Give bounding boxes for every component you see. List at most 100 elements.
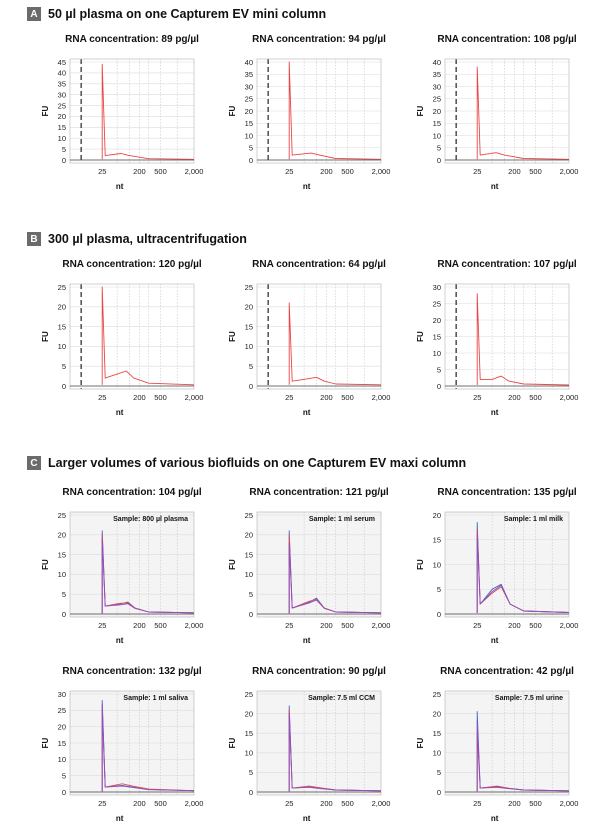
y-tick-label: 20: [433, 107, 441, 116]
y-tick-label: 5: [62, 590, 66, 599]
x-tick-label: 200: [320, 393, 333, 402]
y-axis-label: FU: [228, 331, 237, 342]
panel-title: RNA concentration: 108 pg/µl: [437, 34, 577, 45]
chart-panel-12: 0 5 10 15 20 25 25 200 500 2,000 nt FU RNA concentra…: [416, 666, 578, 823]
x-tick-label: 25: [98, 621, 106, 630]
sample-label: Sample: 1 ml serum: [309, 516, 375, 523]
panel-title: RNA concentration: 120 pg/µl: [62, 259, 202, 270]
x-tick-label: 200: [508, 167, 521, 176]
panel-title: RNA concentration: 107 pg/µl: [437, 259, 577, 270]
chart-panel-5: 0 5 10 15 20 25 25 200 500 2,000 nt FU RNA concentra…: [228, 259, 390, 417]
y-tick-label: 25: [245, 283, 253, 292]
panel-title: RNA concentration: 90 pg/µl: [252, 666, 386, 677]
y-tick-label: 20: [433, 709, 441, 718]
plot-background: [70, 512, 194, 617]
y-tick-label: 0: [249, 788, 253, 797]
section-a-header: A 50 µl plasma on one Capturem EV mini c…: [27, 6, 326, 22]
y-tick-label: 25: [433, 690, 441, 699]
plot-frame: [69, 283, 195, 390]
x-tick-label: 200: [133, 621, 146, 630]
y-tick-label: 25: [58, 511, 66, 520]
plot-frame: [69, 511, 195, 618]
data-series-3: [101, 703, 195, 792]
y-tick-label: 40: [58, 69, 66, 78]
sample-label: Sample: 7.5 ml urine: [495, 695, 563, 702]
x-axis-label: nt: [303, 814, 311, 823]
data-series-1: [101, 286, 195, 386]
y-tick-label: 10: [433, 349, 441, 358]
plot-background: [257, 512, 381, 617]
y-tick-label: 10: [245, 342, 253, 351]
sample-label: Sample: 1 ml saliva: [123, 695, 188, 702]
y-tick-label: 0: [249, 610, 253, 619]
y-tick-label: 0: [249, 156, 253, 165]
x-tick-label: 500: [154, 393, 167, 402]
y-tick-label: 20: [245, 709, 253, 718]
y-axis-label: FU: [228, 559, 237, 570]
x-axis-label: nt: [491, 636, 499, 645]
y-tick-label: 0: [437, 788, 441, 797]
x-tick-label: 2,000: [185, 393, 204, 402]
y-axis-label: FU: [228, 105, 237, 116]
chart-panel-11: 0 5 10 15 20 25 25 200 500 2,000 nt FU RNA concentra…: [228, 666, 390, 823]
data-series-1: [288, 61, 382, 160]
section-b-title: 300 µl plasma, ultracentrifugation: [48, 232, 247, 246]
x-tick-label: 200: [508, 799, 521, 808]
x-tick-label: 2,000: [372, 621, 391, 630]
sample-label: Sample: 1 ml milk: [504, 516, 563, 523]
y-tick-label: 30: [433, 82, 441, 91]
x-tick-label: 500: [529, 621, 542, 630]
x-tick-label: 25: [98, 393, 106, 402]
y-tick-label: 15: [58, 739, 66, 748]
y-tick-label: 0: [62, 382, 66, 391]
plot-background: [70, 59, 194, 163]
x-tick-label: 500: [154, 799, 167, 808]
y-tick-label: 20: [58, 722, 66, 731]
x-tick-label: 25: [98, 167, 106, 176]
y-tick-label: 10: [245, 570, 253, 579]
plot-frame: [256, 283, 382, 390]
x-tick-label: 2,000: [560, 799, 579, 808]
y-tick-label: 15: [433, 729, 441, 738]
data-series-1: [476, 293, 570, 386]
panel-title: RNA concentration: 94 pg/µl: [252, 34, 386, 45]
y-tick-label: 15: [245, 550, 253, 559]
x-axis-label: nt: [116, 182, 124, 191]
section-c-title: Larger volumes of various biofluids on o…: [48, 456, 467, 470]
y-axis-label: FU: [41, 559, 50, 570]
panel-title: RNA concentration: 121 pg/µl: [249, 487, 389, 498]
y-tick-label: 20: [245, 107, 253, 116]
section-a-badge: A: [27, 7, 41, 21]
y-axis-label: FU: [228, 737, 237, 748]
y-tick-label: 5: [437, 365, 441, 374]
x-tick-label: 25: [285, 167, 293, 176]
y-tick-label: 15: [58, 550, 66, 559]
chart-panel-9: 0 5 10 15 20 25 200 500 2,000 nt FU RNA concentrati…: [416, 487, 578, 645]
plot-background: [70, 284, 194, 389]
x-tick-label: 500: [341, 621, 354, 630]
x-tick-label: 2,000: [372, 167, 391, 176]
x-tick-label: 25: [473, 167, 481, 176]
y-tick-label: 10: [245, 749, 253, 758]
y-tick-label: 40: [433, 58, 441, 67]
y-tick-label: 0: [437, 610, 441, 619]
x-tick-label: 200: [508, 393, 521, 402]
y-tick-label: 15: [58, 322, 66, 331]
x-tick-label: 200: [320, 167, 333, 176]
x-tick-label: 200: [320, 799, 333, 808]
x-tick-label: 2,000: [185, 621, 204, 630]
chart-panel-4: 0 5 10 15 20 25 25 200 500 2,000 nt FU RNA concentra…: [41, 259, 203, 417]
y-tick-label: 5: [62, 771, 66, 780]
y-axis-label: FU: [41, 737, 50, 748]
y-tick-label: 15: [433, 536, 441, 545]
y-tick-label: 20: [58, 112, 66, 121]
panel-title: RNA concentration: 135 pg/µl: [437, 487, 577, 498]
y-tick-label: 10: [58, 755, 66, 764]
y-tick-label: 35: [433, 70, 441, 79]
y-tick-label: 15: [58, 123, 66, 132]
x-tick-label: 25: [473, 393, 481, 402]
x-tick-label: 200: [133, 167, 146, 176]
y-tick-label: 10: [245, 131, 253, 140]
y-tick-label: 30: [433, 283, 441, 292]
